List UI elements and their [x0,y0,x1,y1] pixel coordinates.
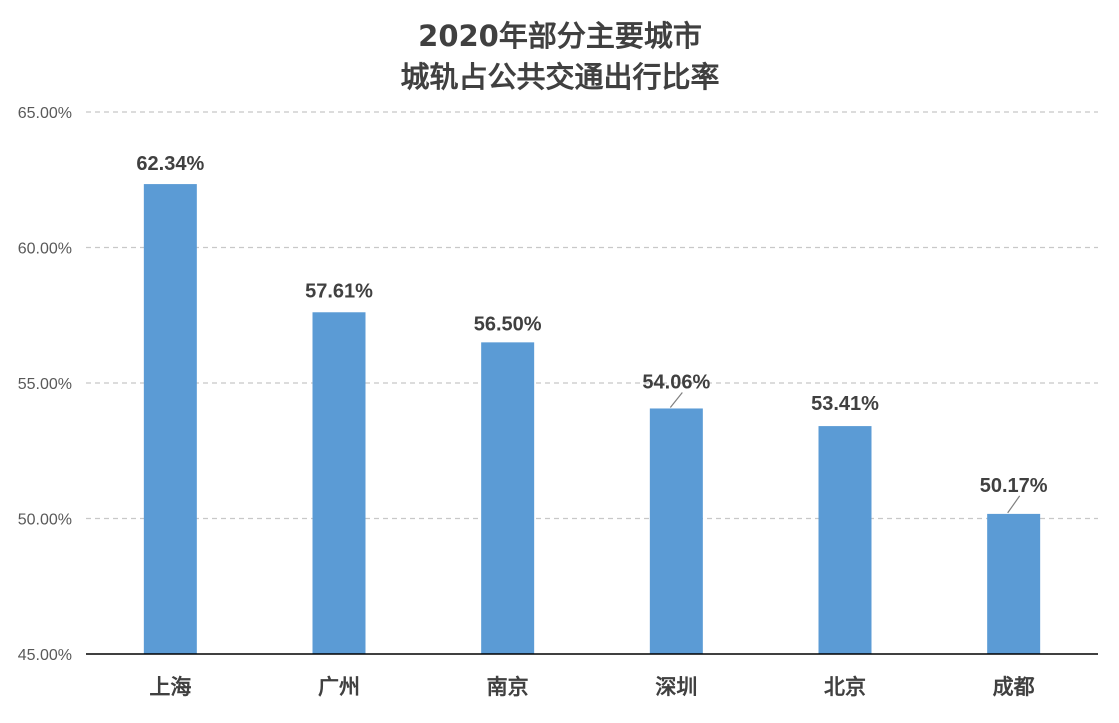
bar [312,312,366,654]
bars [143,184,1041,654]
x-category-label: 上海 [149,675,191,699]
y-tick-label: 60.00% [18,241,72,258]
bar [818,426,872,654]
data-label: 62.34% [136,153,204,175]
x-axis-category-labels: 上海 广州 南京 深圳 北京 成都 [149,675,1034,699]
data-labels: 62.34% 57.61% 56.50% 54.06% 53.41% 50.17% [136,153,1047,497]
label-leader-lines [669,392,1021,514]
y-tick-label: 65.00% [18,105,72,122]
y-tick-label: 55.00% [18,376,72,393]
x-category-label: 南京 [487,675,529,699]
y-axis-tick-labels: 45.00% 50.00% 55.00% 60.00% 65.00% [18,105,72,664]
data-label: 53.41% [811,393,879,415]
bar [143,184,197,654]
gridlines [86,111,1098,520]
x-category-label: 北京 [824,675,866,699]
data-label: 50.17% [980,475,1048,497]
y-tick-label: 50.00% [18,512,72,529]
y-tick-label: 45.00% [18,647,72,664]
label-leader-line [1007,495,1021,514]
x-category-label: 深圳 [655,675,697,699]
data-label: 54.06% [642,371,710,393]
chart-title-line-1: 2020年部分主要城市 [418,19,702,53]
bar [987,513,1041,654]
bar [481,342,535,654]
label-leader-line [669,392,683,408]
chart-title-line-2: 城轨占公共交通出行比率 [400,60,719,94]
x-category-label: 广州 [318,675,360,699]
x-category-label: 成都 [993,675,1035,699]
data-label: 57.61% [305,280,373,302]
data-label: 56.50% [474,313,542,335]
bar [649,408,703,654]
